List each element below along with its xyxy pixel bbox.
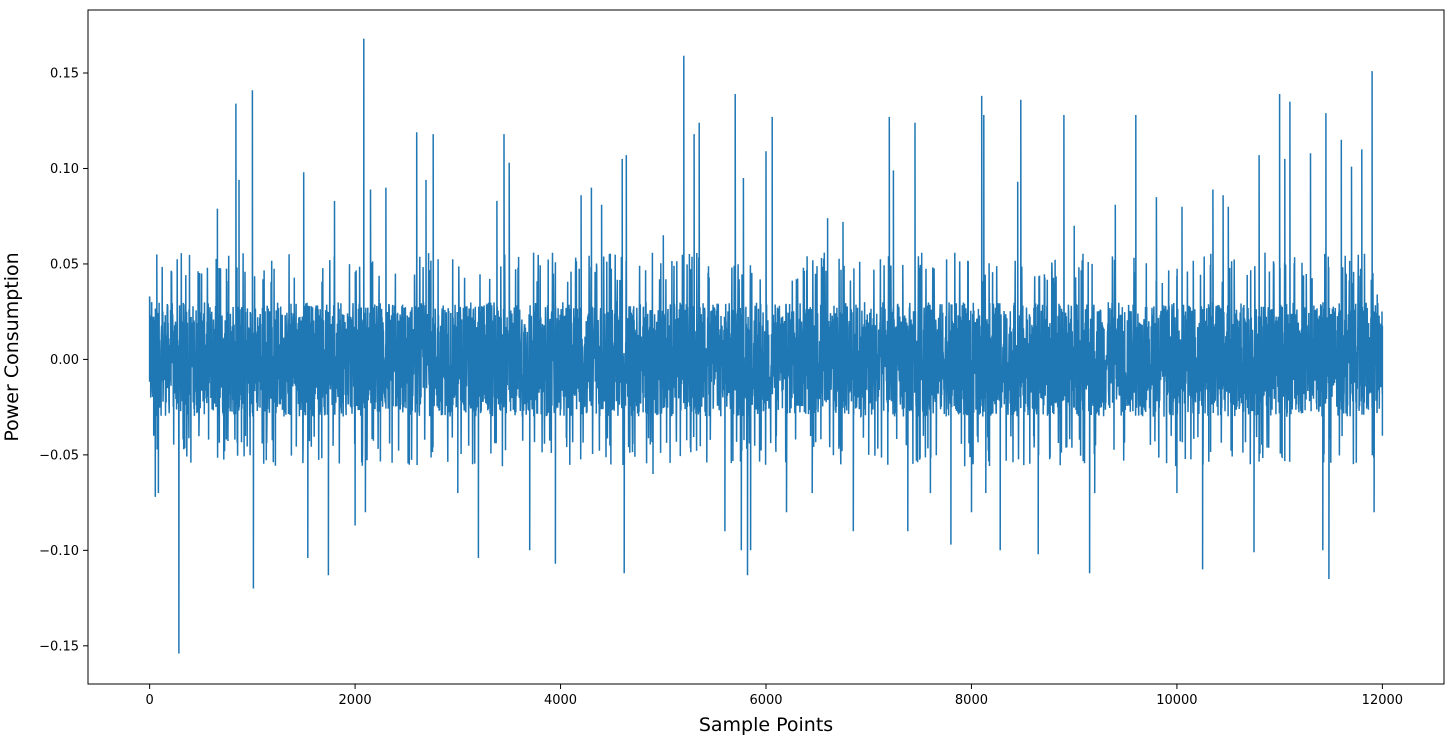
y-tick-label: −0.15 bbox=[39, 639, 79, 654]
x-tick-label: 2000 bbox=[339, 693, 372, 708]
plot-area bbox=[148, 38, 1384, 654]
x-tick-label: 10000 bbox=[1156, 693, 1197, 708]
x-tick-label: 4000 bbox=[544, 693, 577, 708]
y-tick-label: −0.10 bbox=[39, 544, 79, 559]
y-tick-label: 0.10 bbox=[50, 162, 79, 177]
x-tick-label: 6000 bbox=[749, 693, 782, 708]
series-line bbox=[148, 38, 1384, 654]
y-tick-label: 0.15 bbox=[50, 67, 79, 82]
x-tick-label: 12000 bbox=[1362, 693, 1403, 708]
x-axis-label: Sample Points bbox=[699, 714, 833, 736]
y-tick-label: 0.00 bbox=[50, 353, 79, 368]
y-tick-label: −0.05 bbox=[39, 448, 79, 463]
y-axis-ticks: −0.15 −0.10 −0.05 0.00 0.05 0.10 0.15 bbox=[39, 67, 88, 654]
x-tick-label: 8000 bbox=[955, 693, 988, 708]
y-axis-label: Power Consumption bbox=[1, 252, 23, 441]
x-tick-label: 0 bbox=[145, 693, 153, 708]
y-tick-label: 0.05 bbox=[50, 257, 79, 272]
x-axis-ticks: 0 2000 4000 6000 8000 10000 12000 bbox=[145, 684, 1403, 708]
